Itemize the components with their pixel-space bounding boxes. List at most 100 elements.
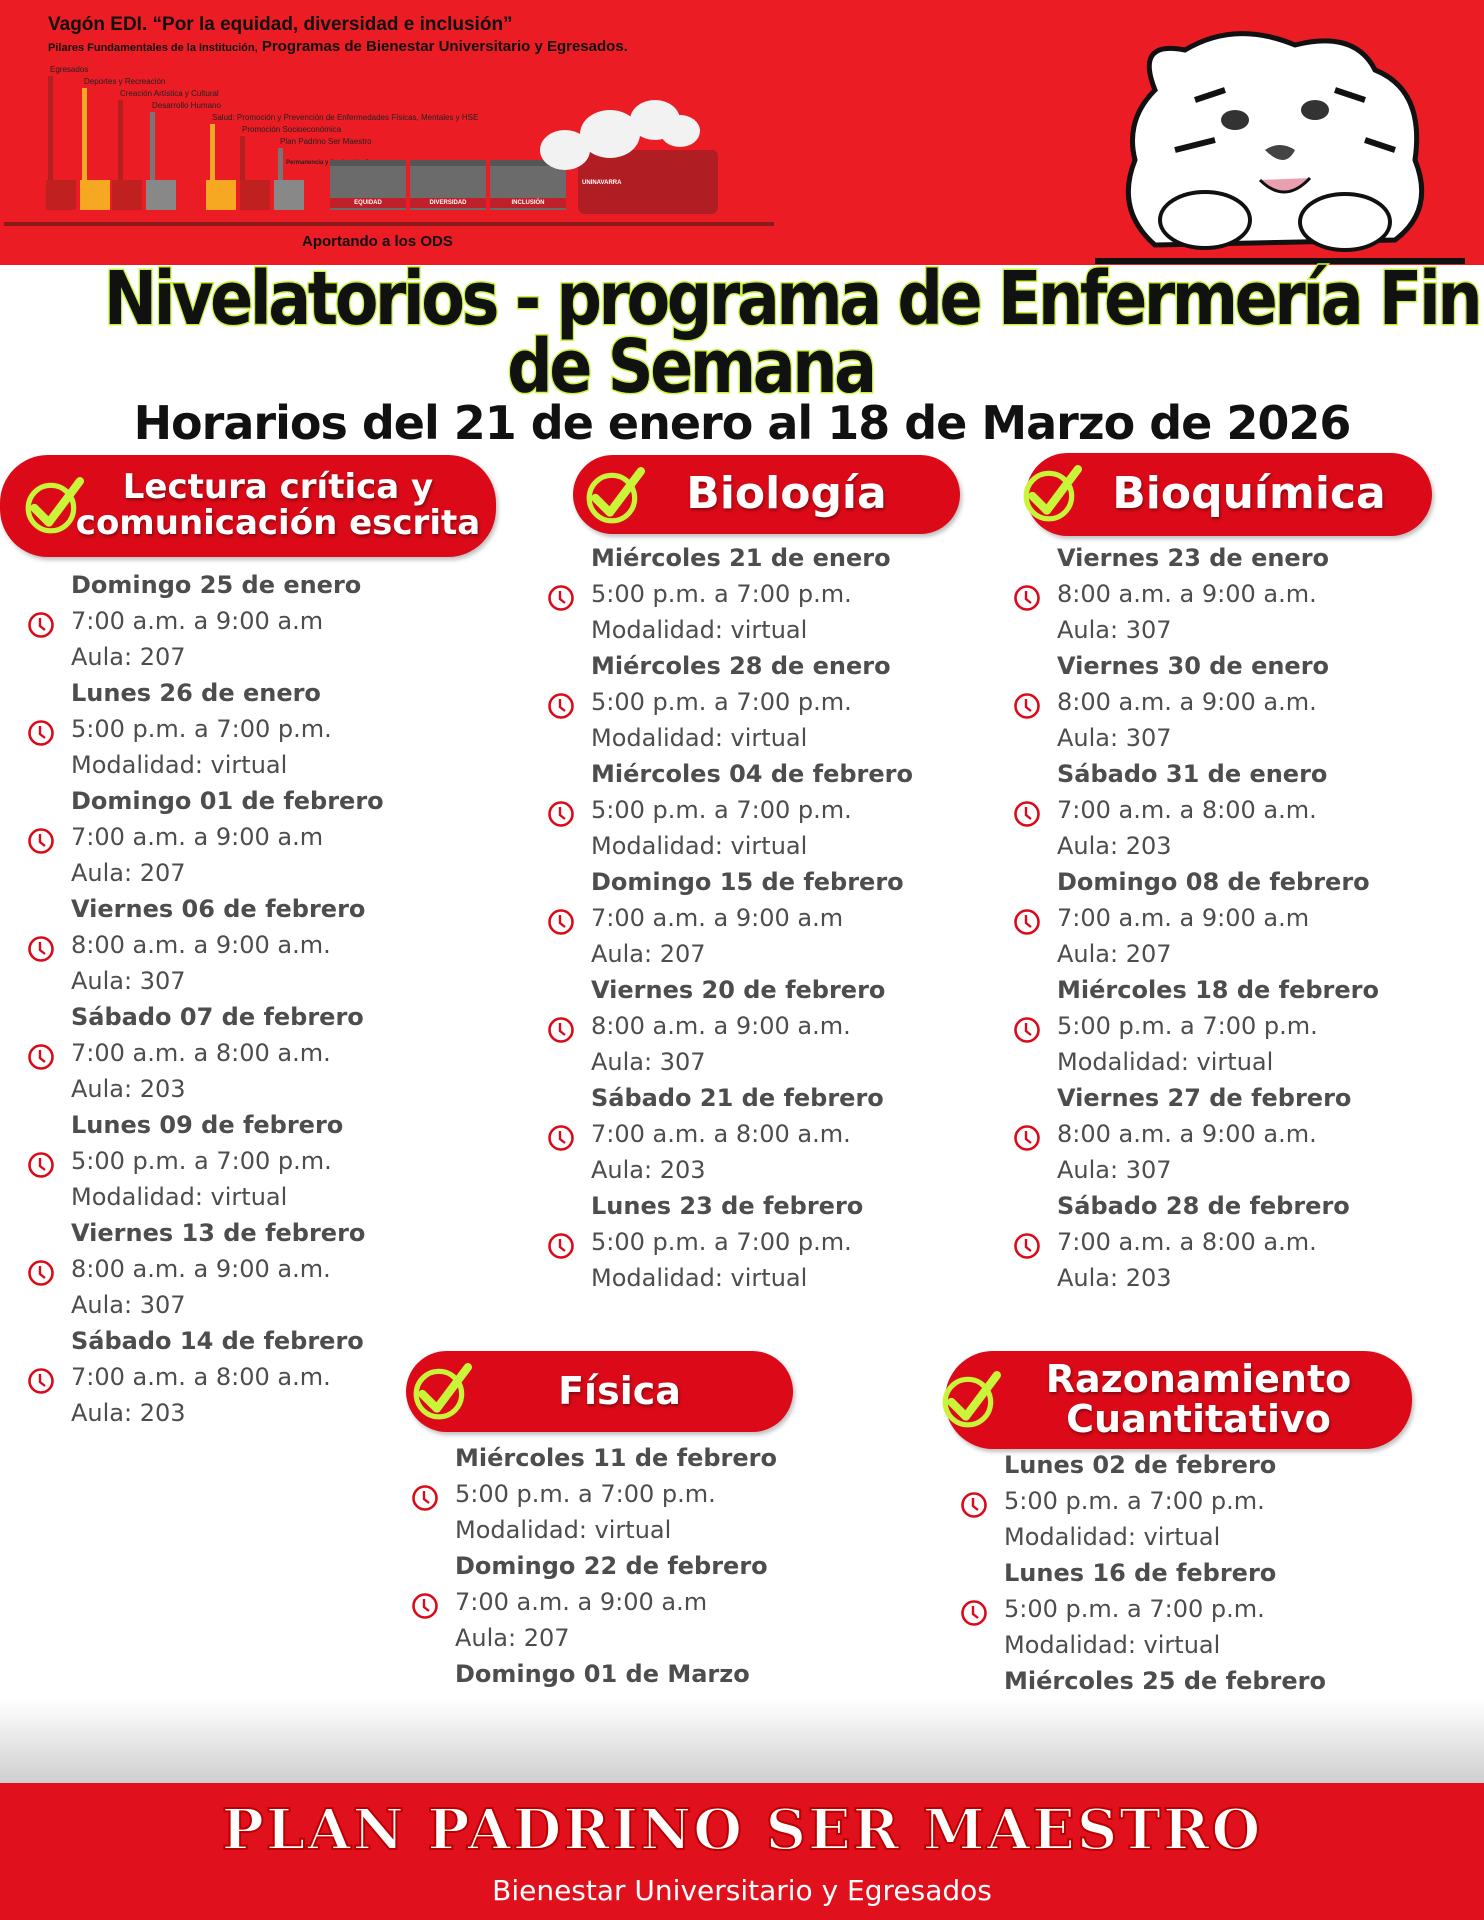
session-date: Lunes 23 de febrero [591,1192,864,1220]
session-item: Domingo 08 de febrero 7:00 a.m. a 9:00 a… [1014,864,1379,972]
clock-icon [1013,1124,1041,1160]
session-date: Lunes 09 de febrero [71,1111,344,1139]
session-item: Lunes 23 de febrero 5:00 p.m. a 7:00 p.m… [548,1188,913,1296]
clock-icon [27,611,55,647]
session-detail: Aula: 307 [71,967,186,995]
session-detail: Modalidad: virtual [591,616,808,644]
session-date: Miércoles 28 de enero [591,652,891,680]
session-date: Miércoles 11 de febrero [455,1444,777,1472]
clock-icon [1013,692,1041,728]
session-item: Lunes 26 de enero 5:00 p.m. a 7:00 p.m. … [28,675,384,783]
session-time: 8:00 a.m. a 9:00 a.m. [591,1012,851,1040]
session-time: 7:00 a.m. a 8:00 a.m. [71,1039,331,1067]
footer-banner: PLAN PADRINO SER MAESTRO Bienestar Unive… [0,1783,1484,1920]
session-date: Domingo 01 de Marzo [455,1660,750,1688]
session-list-lectura-critica-y-comunicacion-escrita: Domingo 25 de enero 7:00 a.m. a 9:00 a.m… [28,567,384,1431]
subject-title: Bioquímica [1112,468,1386,520]
session-item: Domingo 22 de febrero 7:00 a.m. a 9:00 a… [412,1548,777,1656]
clock-icon [547,1232,575,1268]
check-icon [583,465,645,527]
session-time: 7:00 a.m. a 9:00 a.m [1057,904,1310,932]
session-list-biologia: Miércoles 21 de enero 5:00 p.m. a 7:00 p… [548,540,913,1296]
subject-header-fisica: Física [406,1351,793,1432]
session-date: Miércoles 25 de febrero [1004,1667,1326,1695]
session-time: 7:00 a.m. a 9:00 a.m [71,607,324,635]
session-date: Sábado 31 de enero [1057,760,1328,788]
subject-title: Física [558,1368,681,1413]
session-date: Sábado 07 de febrero [71,1003,364,1031]
locomotive: UNINAVARRA [578,150,718,214]
schedule-dates-subtitle: Horarios del 21 de enero al 18 de Marzo … [133,396,1352,450]
session-time: 7:00 a.m. a 8:00 a.m. [1057,1228,1317,1256]
session-date: Lunes 26 de enero [71,679,321,707]
clock-icon [1013,908,1041,944]
wagon: INCLUSIÓN [490,160,566,210]
pillar-label: Egresados [50,65,89,74]
session-detail: Aula: 207 [1057,940,1172,968]
session-time: 5:00 p.m. a 7:00 p.m. [71,715,332,743]
clock-icon [1013,800,1041,836]
session-time: 8:00 a.m. a 9:00 a.m. [71,931,331,959]
clock-icon [547,584,575,620]
pillar-pole [150,112,155,180]
clock-icon [27,935,55,971]
clock-icon [27,1259,55,1295]
clock-icon [411,1484,439,1520]
clock-icon [547,1124,575,1160]
session-date: Domingo 15 de febrero [591,868,904,896]
session-time: 7:00 a.m. a 8:00 a.m. [1057,796,1317,824]
banner-title: Vagón EDI. “Por la equidad, diversidad e… [48,14,513,35]
pillar-pole [118,100,123,180]
check-icon [1020,463,1083,525]
footer-shadow [0,1700,1484,1783]
session-date: Domingo 01 de febrero [71,787,384,815]
session-item: Viernes 30 de enero 8:00 a.m. a 9:00 a.m… [1014,648,1379,756]
check-icon [939,1369,1001,1431]
pillar-icon-box [112,180,142,210]
clock-icon [547,800,575,836]
session-item: Viernes 06 de febrero 8:00 a.m. a 9:00 a… [28,891,384,999]
session-detail: Aula: 207 [71,859,186,887]
session-time: 5:00 p.m. a 7:00 p.m. [591,1228,852,1256]
session-detail: Aula: 207 [591,940,706,968]
session-item: Domingo 15 de febrero 7:00 a.m. a 9:00 a… [548,864,913,972]
session-date: Sábado 21 de febrero [591,1084,884,1112]
session-time: 5:00 p.m. a 7:00 p.m. [591,688,852,716]
check-icon [410,1361,472,1423]
pillar-icon-box [46,180,76,210]
clock-icon [27,1151,55,1187]
pillar-label: Salud: Promoción y Prevención de Enferme… [212,113,479,122]
pillar-label: Plan Padrino Ser Maestro [280,137,372,146]
subject-header-bioquimica: Bioquímica [1023,453,1432,536]
page-title-line1: Nivelatorios - programa de Enfermería Fi… [103,256,1484,342]
header-banner: Vagón EDI. “Por la equidad, diversidad e… [0,0,1484,265]
wagon: EQUIDAD [330,160,406,210]
session-date: Domingo 08 de febrero [1057,868,1370,896]
session-detail: Aula: 307 [1057,724,1172,752]
session-detail: Aula: 207 [455,1624,570,1652]
pillar-icon-box [240,180,270,210]
session-date: Miércoles 18 de febrero [1057,976,1379,1004]
session-item: Miércoles 04 de febrero 5:00 p.m. a 7:00… [548,756,913,864]
session-detail: Aula: 203 [1057,832,1172,860]
pillar-icon-box [206,180,236,210]
tiger-mascot-illustration [1095,31,1465,264]
clock-icon [1013,1016,1041,1052]
session-date: Sábado 14 de febrero [71,1327,364,1355]
session-item: Sábado 07 de febrero 7:00 a.m. a 8:00 a.… [28,999,384,1107]
session-detail: Aula: 203 [71,1399,186,1427]
session-detail: Modalidad: virtual [1057,1048,1274,1076]
session-time: 8:00 a.m. a 9:00 a.m. [1057,688,1317,716]
session-time: 7:00 a.m. a 9:00 a.m [591,904,844,932]
subject-header-lectura-critica-y-comunicacion-escrita: Lectura crítica y comunicación escrita [0,455,496,557]
session-date: Viernes 23 de enero [1057,544,1330,572]
subject-title: Lectura crítica y comunicación escrita [75,467,481,543]
wagon: DIVERSIDAD [410,160,486,210]
session-detail: Aula: 307 [1057,1156,1172,1184]
session-time: 5:00 p.m. a 7:00 p.m. [1057,1012,1318,1040]
session-date: Domingo 22 de febrero [455,1552,768,1580]
session-item: Miércoles 18 de febrero 5:00 p.m. a 7:00… [1014,972,1379,1080]
session-detail: Aula: 307 [71,1291,186,1319]
pillar-pole [278,148,283,180]
pillar-label: Creación Artística y Cultural [120,89,219,98]
